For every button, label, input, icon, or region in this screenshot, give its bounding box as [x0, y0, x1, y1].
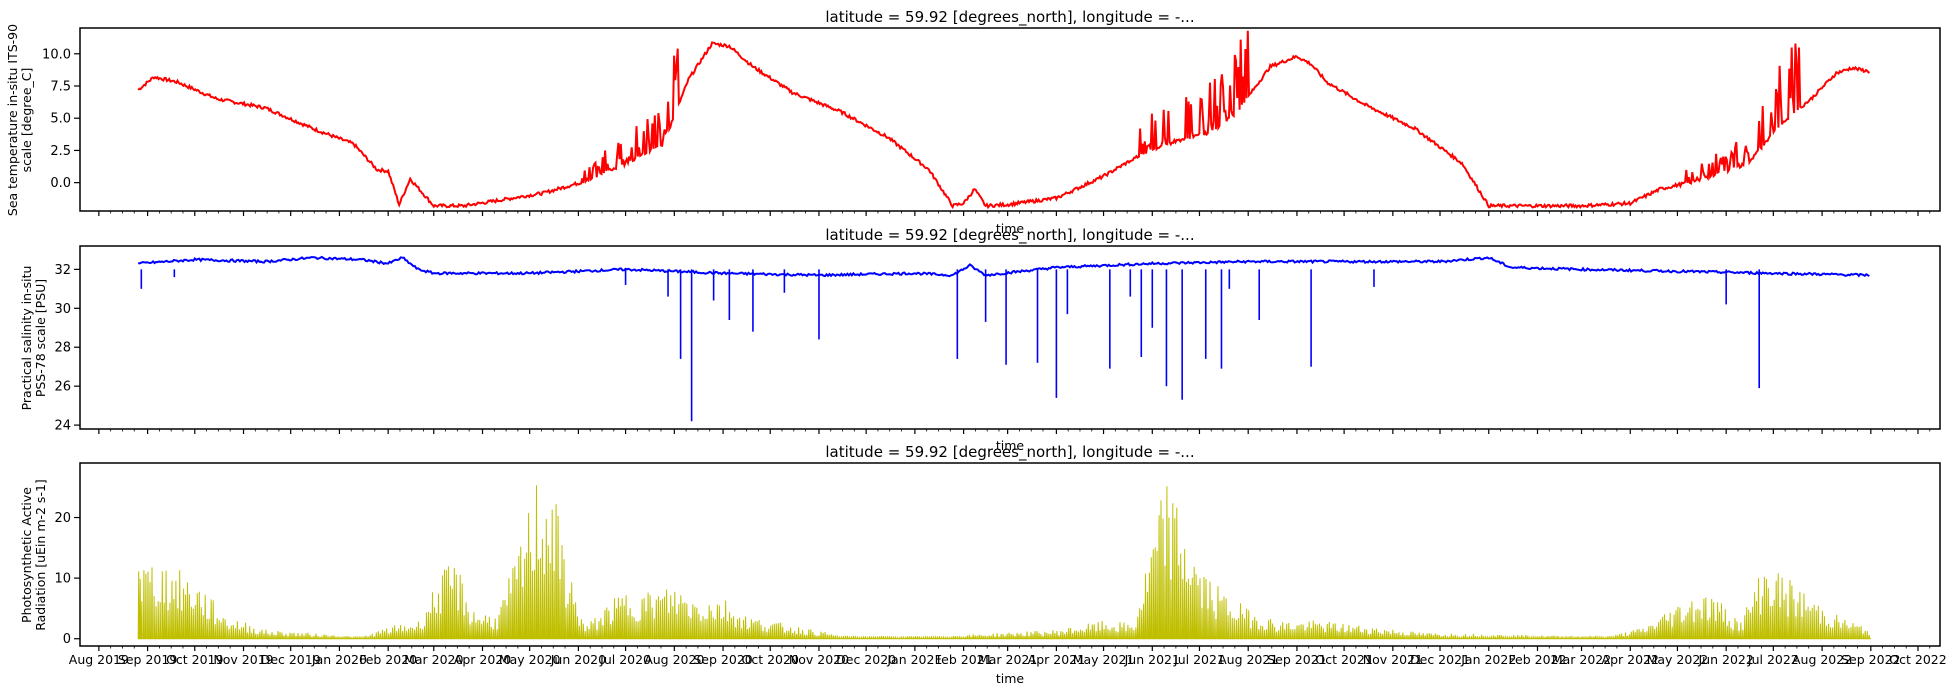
xtick-label: Dec 2019 — [261, 652, 321, 667]
xtick-label: Mar 2020 — [404, 652, 463, 667]
xtick-label: Jun 2022 — [1698, 652, 1754, 667]
panel-2-ylabel-line2: PSS-78 scale [PSU] — [33, 279, 48, 397]
panel-2-ylabel-line1: Practical salinity in-situ — [19, 266, 34, 411]
xtick-label: Oct 2022 — [1889, 652, 1946, 667]
xtick-label: Apr 2022 — [1602, 652, 1659, 667]
xtick-label: Jul 2020 — [599, 652, 651, 667]
xtick-label: Sep 2019 — [118, 652, 177, 667]
xtick-label: Oct 2021 — [1315, 652, 1372, 667]
panel-2-title: latitude = 59.92 [degrees_north], longit… — [825, 226, 1194, 245]
xtick-label: Aug 2022 — [1792, 652, 1852, 667]
xtick-label: Jan 2021 — [886, 652, 942, 667]
xtick-label: Nov 2020 — [789, 652, 849, 667]
xtick-label: Jun 2020 — [550, 652, 606, 667]
panel-3-ylabel-line1: Photosynthetic Active — [19, 487, 34, 623]
ytick-label: 10.0 — [42, 47, 71, 62]
panel-3-ylabel-line2: Radiation [uEin m-2 s-1] — [33, 479, 48, 631]
xtick-label: Sep 2020 — [693, 652, 752, 667]
xtick-label: Sep 2022 — [1841, 652, 1900, 667]
panel-1-xlabel: time — [996, 221, 1025, 236]
xtick-label: Aug 2021 — [1218, 652, 1278, 667]
xtick-label: Nov 2019 — [213, 652, 273, 667]
xtick-label: Dec 2020 — [836, 652, 896, 667]
panel-1-axes-frame — [79, 27, 1941, 212]
xtick-label: Jan 2022 — [1460, 652, 1516, 667]
xtick-label: May 2021 — [1073, 652, 1135, 667]
xtick-label: Oct 2019 — [166, 652, 223, 667]
ytick-label: 24 — [54, 419, 71, 434]
xtick-label: Apr 2021 — [1028, 652, 1085, 667]
xtick-label: Feb 2022 — [1509, 652, 1567, 667]
panel-2-series-line — [138, 255, 1870, 278]
xtick-label: Aug 2020 — [644, 652, 704, 667]
xtick-label: Mar 2021 — [978, 652, 1037, 667]
xtick-label: Jun 2021 — [1124, 652, 1180, 667]
panel-2-dips — [140, 269, 1760, 422]
ytick-label: 5.0 — [50, 112, 71, 127]
ytick-label: 28 — [54, 341, 71, 356]
panel-1-xticks — [98, 211, 1931, 216]
panel-par: latitude = 59.92 [degrees_north], longit… — [19, 443, 1947, 686]
xtick-label: Jul 2021 — [1173, 652, 1225, 667]
xtick-label: May 2022 — [1647, 652, 1709, 667]
ytick-label: 32 — [54, 263, 71, 278]
ytick-label: 30 — [54, 302, 71, 317]
panel-3-title: latitude = 59.92 [degrees_north], longit… — [825, 443, 1194, 462]
xtick-label: Dec 2021 — [1410, 652, 1470, 667]
panel-3-xlabel: time — [996, 671, 1025, 686]
panel-temperature: latitude = 59.92 [degrees_north], longit… — [5, 8, 1941, 236]
xtick-label: Sep 2021 — [1267, 652, 1326, 667]
panel-2-yticks: 24 26 28 30 32 — [54, 263, 80, 434]
panel-2-xticks — [98, 429, 1931, 434]
xtick-label: Jul 2022 — [1747, 652, 1799, 667]
ytick-label: 10 — [54, 572, 71, 587]
panel-1-ylabel-line2: scale [degree_C] — [19, 68, 34, 173]
ytick-label: 2.5 — [50, 144, 71, 159]
panel-3-axes-frame — [79, 462, 1941, 647]
panel-3-yticks: 0 10 20 — [54, 511, 80, 647]
xtick-label: Apr 2020 — [454, 652, 511, 667]
ytick-label: 7.5 — [50, 79, 71, 94]
xtick-label: Aug 2019 — [69, 652, 129, 667]
xtick-label: Oct 2020 — [742, 652, 799, 667]
panel-3-series-area — [137, 485, 1871, 640]
panel-1-title: latitude = 59.92 [degrees_north], longit… — [825, 8, 1194, 27]
xtick-label: Mar 2022 — [1552, 652, 1611, 667]
xtick-label: Feb 2021 — [935, 652, 993, 667]
xtick-label: May 2020 — [499, 652, 561, 667]
ytick-label: 0 — [63, 632, 71, 647]
panel-1-ylabel-line1: Sea temperature in-situ ITS-90 — [5, 24, 20, 216]
panel-2-axes-frame — [79, 245, 1941, 430]
ytick-label: 0.0 — [50, 176, 71, 191]
panel-1-yticks: 0.0 2.5 5.0 7.5 10.0 — [42, 47, 80, 191]
xtick-label: Jan 2020 — [311, 652, 367, 667]
panel-1-series-line — [137, 30, 1870, 210]
panel-salinity: latitude = 59.92 [degrees_north], longit… — [19, 226, 1941, 453]
xtick-label: Nov 2021 — [1363, 652, 1423, 667]
panel-2-xlabel: time — [996, 438, 1025, 453]
ytick-label: 26 — [54, 380, 71, 395]
xtick-label: Feb 2020 — [359, 652, 417, 667]
ytick-label: 20 — [54, 511, 71, 526]
